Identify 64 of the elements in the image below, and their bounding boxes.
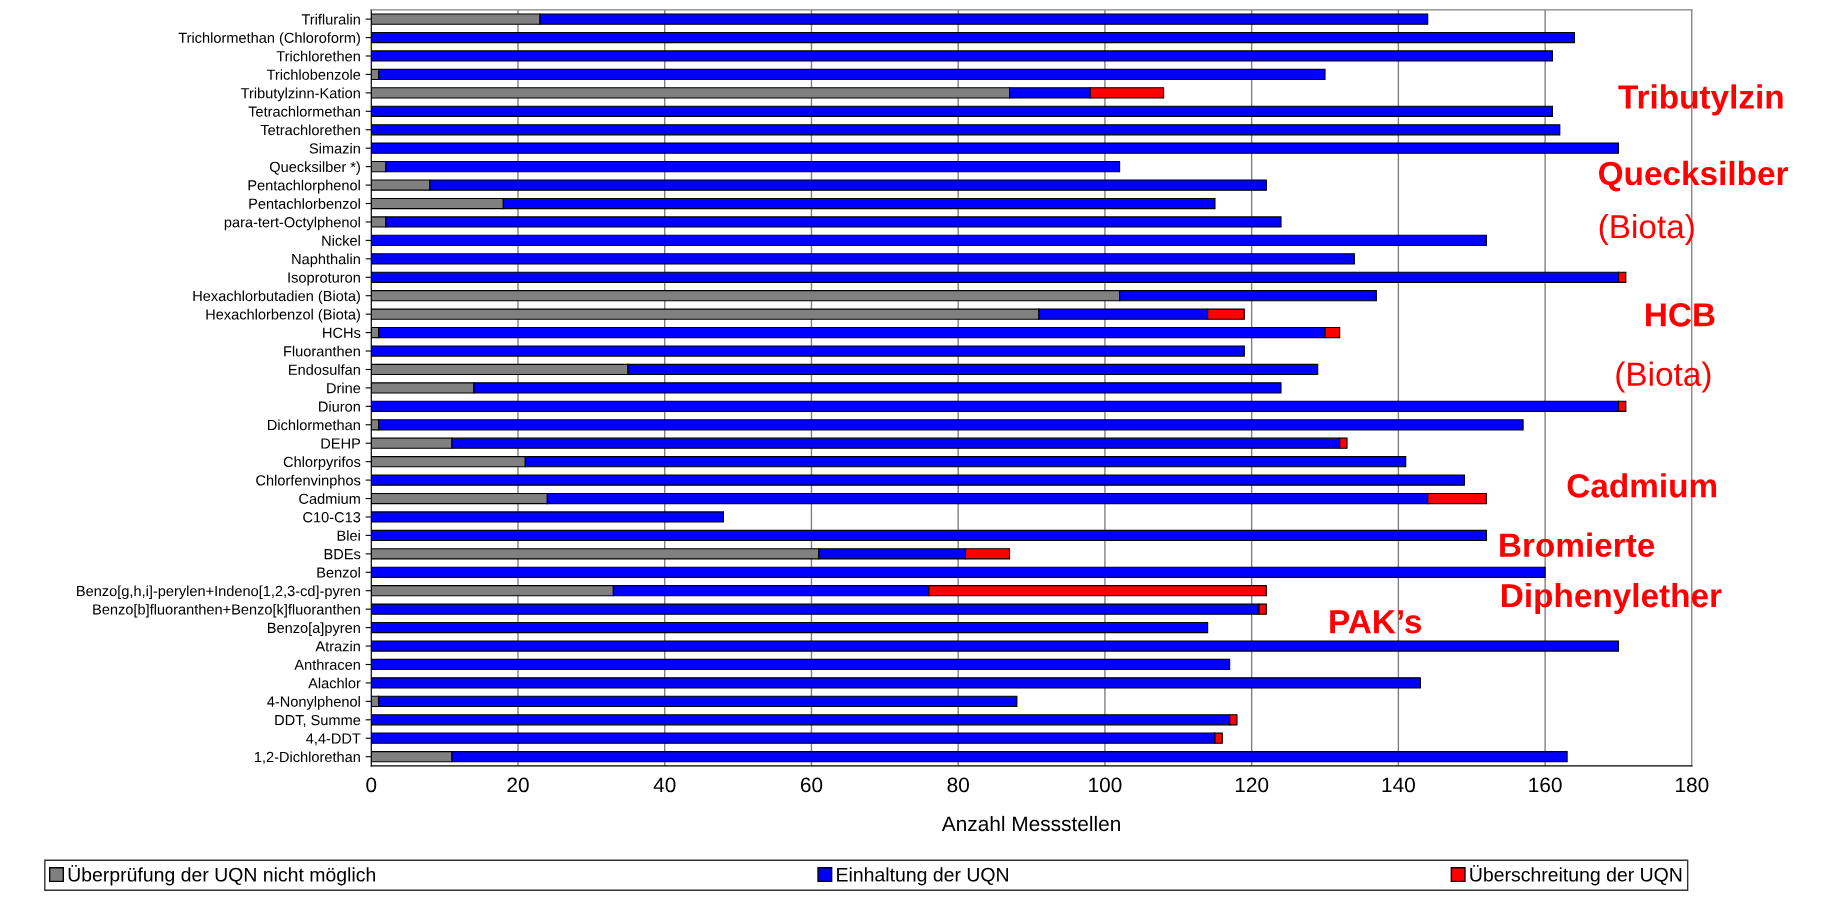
- annotation: HCB: [1646, 303, 1715, 327]
- x-tick-label: 120: [1235, 777, 1269, 793]
- x-tick-label: 100: [1089, 777, 1122, 793]
- y-tick-label: Diuron: [319, 401, 360, 412]
- y-tick-label: Trichlorethen: [276, 50, 360, 62]
- x-tick-label: 0: [366, 777, 377, 793]
- y-tick-label: Trichlormethan (Chloroform): [178, 32, 360, 46]
- y-tick-label: Pentachlorbenzol: [249, 198, 360, 209]
- y-tick-label: Tetrachlorethen: [260, 124, 360, 136]
- y-tick-label: DDT, Summe: [275, 714, 361, 727]
- x-tick-label: 20: [507, 777, 529, 793]
- y-tick-label: Tetrachlormethan: [248, 106, 360, 117]
- y-tick-label: Isoproturon: [288, 272, 360, 286]
- y-tick-label: Chlorpyrifos: [283, 456, 361, 470]
- x-axis-title: Anzahl Messstellen: [941, 815, 1120, 832]
- annotation: Bromierte: [1500, 532, 1655, 558]
- y-tick-label: Tributylzinn-Kation: [240, 87, 360, 102]
- y-tick-label: Naphthalin: [292, 253, 360, 268]
- y-tick-label: BDEs: [324, 549, 361, 560]
- annotation: Cadmium: [1567, 473, 1717, 498]
- y-tick-label: Trifluralin: [301, 13, 360, 25]
- annotation: PAK’s: [1330, 610, 1422, 634]
- y-tick-label: Hexachlorbutadien (Biota): [193, 290, 360, 305]
- y-tick-label: Benzo[a]pyren: [267, 622, 360, 636]
- legend-label: Einhaltung der UQN: [837, 867, 1008, 886]
- y-tick-label: 4-Nonylphenol: [267, 696, 360, 710]
- y-tick-label: Benzo[b]fluoranthen+Benzo[k]fluoranthen: [93, 603, 360, 618]
- y-tick-label: Dichlormethan: [268, 419, 360, 431]
- annotation: Quecksilber: [1599, 160, 1788, 192]
- x-tick-label: 80: [947, 777, 969, 793]
- y-tick-label: 4,4-DDT: [306, 733, 361, 746]
- y-tick-label: Cadmium: [299, 493, 360, 504]
- annotation: (Biota): [1616, 361, 1711, 393]
- y-tick-label: Nickel: [322, 235, 360, 246]
- y-tick-label: C10-C13: [303, 512, 361, 523]
- y-tick-label: Endosulfan: [289, 364, 360, 375]
- y-tick-label: Atrazin: [315, 640, 360, 652]
- y-tick-label: Alachlor: [308, 677, 361, 689]
- legend-label: Überschreitung der UQN: [1470, 865, 1682, 886]
- x-tick-label: 160: [1529, 777, 1562, 793]
- y-tick-label: Pentachlorphenol: [248, 179, 360, 194]
- y-tick-label: Benzol: [317, 567, 360, 578]
- y-tick-label: Chlorfenvinphos: [256, 474, 361, 489]
- y-tick-label: Anthracen: [294, 659, 360, 670]
- y-tick-label: para-tert-Octylphenol: [224, 216, 360, 231]
- annotation: (Biota): [1599, 213, 1694, 246]
- y-tick-label: Trichlobenzole: [266, 69, 361, 80]
- y-tick-label: Simazin: [309, 142, 360, 154]
- y-tick-label: Fluoranthen: [284, 345, 360, 357]
- legend-label: Überprüfung der UQN nicht möglich: [68, 865, 375, 886]
- x-tick-label: 60: [800, 777, 823, 793]
- annotation: Diphenylether: [1501, 582, 1722, 615]
- y-tick-label: 1,2-Dichlorethan: [254, 751, 360, 764]
- y-tick-label: HCHs: [323, 327, 361, 339]
- annotation: Tributylzin: [1618, 84, 1783, 116]
- y-tick-label: Quecksilber *): [269, 161, 360, 175]
- x-tick-label: 180: [1676, 777, 1709, 793]
- x-tick-label: 40: [653, 777, 676, 793]
- y-tick-label: Blei: [337, 530, 360, 541]
- y-tick-label: DEHP: [321, 438, 361, 449]
- y-tick-label: Hexachlorbenzol (Biota): [206, 308, 360, 323]
- y-tick-label: Drine: [327, 382, 361, 394]
- y-tick-label: Benzo[g,h,i]-perylen+Indeno[1,2,3-cd]-pyren: [77, 585, 360, 600]
- x-tick-label: 140: [1382, 777, 1415, 793]
